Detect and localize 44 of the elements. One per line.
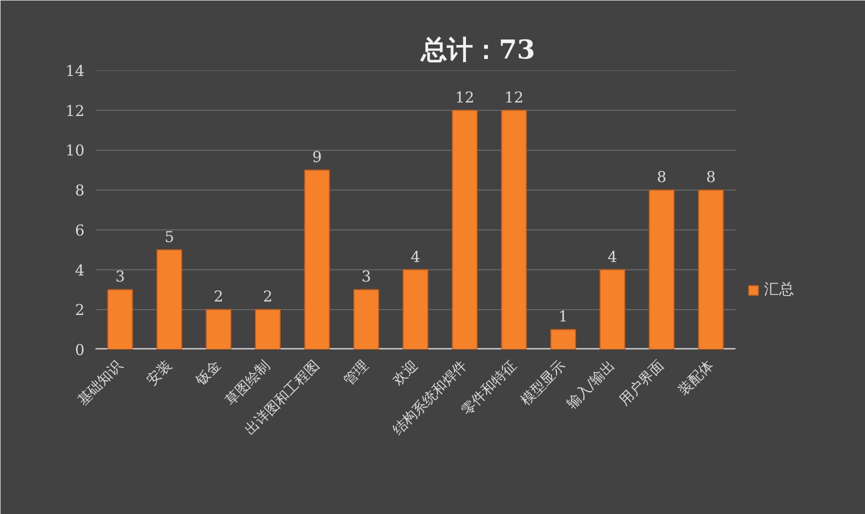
x-tick-label: 装配体 bbox=[676, 358, 717, 399]
bar bbox=[206, 309, 232, 350]
bar bbox=[304, 170, 330, 350]
y-tick-label: 0 bbox=[74, 341, 85, 359]
data-label: 2 bbox=[214, 288, 224, 306]
chart-title: 总计：73 bbox=[420, 36, 536, 66]
legend-label: 汇总 bbox=[764, 280, 794, 299]
bar bbox=[648, 190, 674, 350]
bar bbox=[107, 289, 133, 350]
bar bbox=[501, 110, 527, 350]
y-tick-label: 14 bbox=[65, 62, 85, 80]
data-label: 5 bbox=[164, 228, 174, 246]
data-label: 8 bbox=[656, 168, 666, 186]
data-label: 2 bbox=[263, 288, 273, 306]
bar bbox=[600, 269, 626, 350]
bar bbox=[353, 289, 380, 350]
data-label: 4 bbox=[608, 248, 618, 266]
y-tick-label: 8 bbox=[74, 182, 85, 200]
data-label: 3 bbox=[115, 268, 125, 286]
x-tick-label: 输入/输出 bbox=[564, 358, 618, 412]
bar bbox=[402, 269, 428, 350]
data-label: 1 bbox=[558, 308, 568, 326]
y-tick-label: 10 bbox=[65, 142, 85, 160]
x-tick-label: 管理 bbox=[340, 358, 372, 389]
data-label: 3 bbox=[361, 268, 372, 286]
data-label: 12 bbox=[455, 88, 474, 106]
bar bbox=[452, 110, 478, 350]
x-tick-label: 基础知识 bbox=[74, 358, 126, 409]
bar bbox=[156, 249, 182, 350]
bar bbox=[255, 309, 281, 350]
data-label: 9 bbox=[312, 148, 322, 166]
y-tick-label: 4 bbox=[74, 261, 85, 280]
bar bbox=[698, 190, 724, 350]
data-label: 12 bbox=[504, 88, 524, 106]
data-label: 4 bbox=[410, 248, 420, 266]
x-tick-label: 用户界面 bbox=[616, 358, 668, 409]
bar bbox=[550, 329, 576, 350]
data-label: 8 bbox=[706, 168, 716, 186]
x-tick-label: 欢迎 bbox=[390, 358, 422, 389]
x-tick-label: 钣金 bbox=[192, 358, 224, 390]
y-tick-label: 2 bbox=[74, 301, 85, 320]
y-tick-label: 6 bbox=[74, 221, 85, 240]
y-tick-label: 12 bbox=[65, 102, 85, 120]
x-tick-label: 安装 bbox=[144, 358, 176, 389]
